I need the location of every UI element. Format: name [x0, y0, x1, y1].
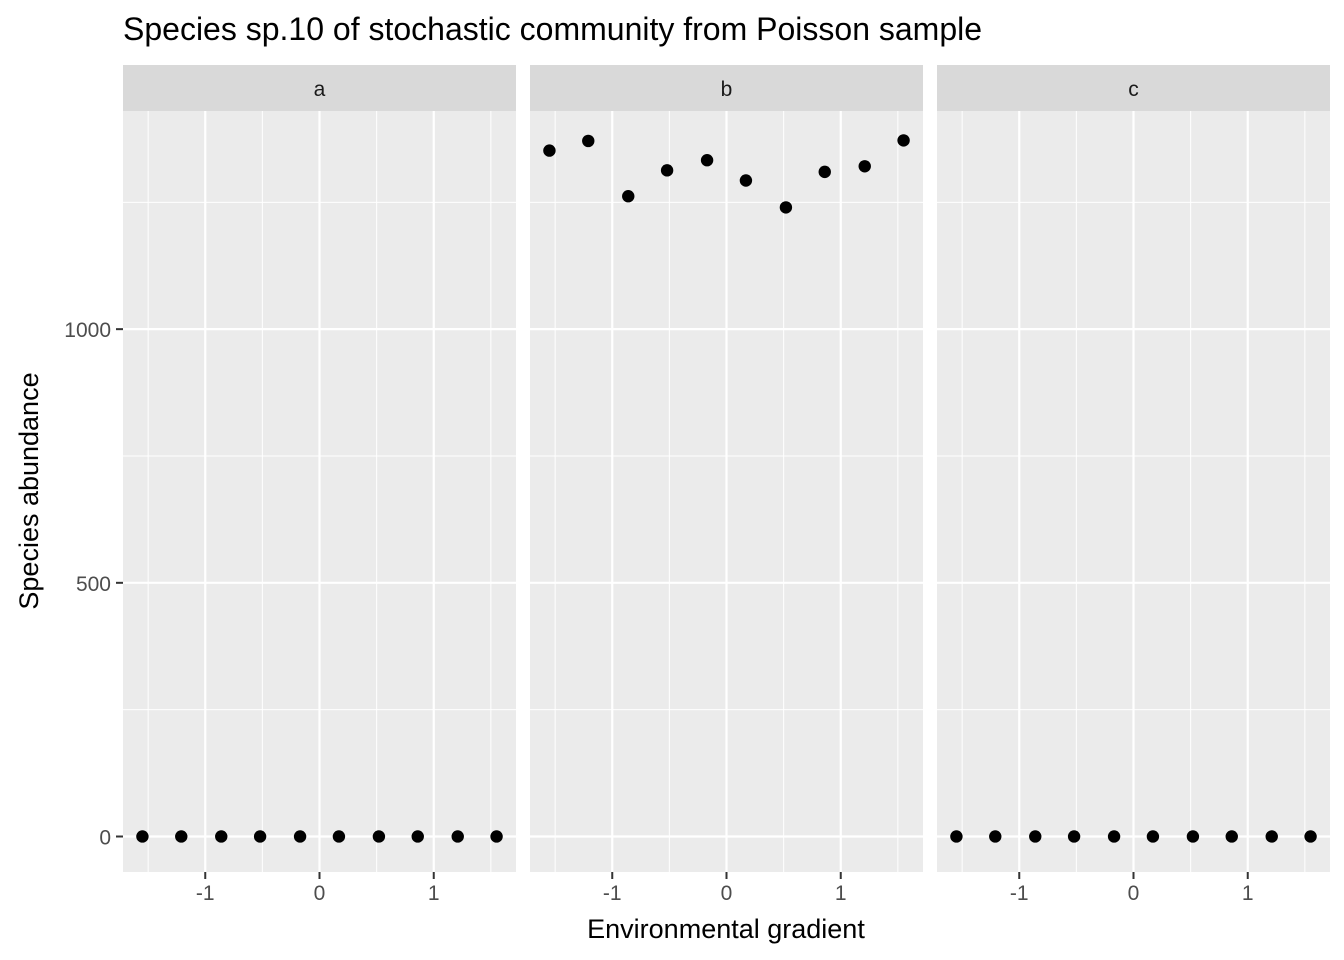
data-point	[215, 830, 228, 843]
data-point	[1265, 830, 1278, 843]
panel-b: b -1 0 1	[530, 65, 923, 905]
x-tick-label: 1	[428, 882, 440, 905]
data-point	[1225, 830, 1238, 843]
data-point	[779, 201, 793, 214]
data-point	[950, 830, 963, 843]
data-point	[660, 164, 674, 177]
data-point	[1107, 830, 1121, 843]
data-point	[332, 830, 346, 843]
x-tick-label: 1	[1242, 882, 1254, 905]
panel-a: a -1 0 1	[123, 65, 516, 905]
panels: a -1 0 1 b -1 0 1 c -1 0 1 0 500 1000	[64, 65, 1330, 905]
data-point	[372, 830, 386, 843]
data-point	[451, 830, 464, 843]
x-tick-label: 0	[314, 882, 326, 905]
x-tick-label: -1	[603, 882, 622, 905]
facet-strip-label: c	[1128, 78, 1139, 101]
x-tick-label: -1	[196, 882, 215, 905]
x-tick-label: 1	[835, 882, 847, 905]
data-point	[1029, 830, 1042, 843]
y-tick-label: 0	[99, 826, 111, 849]
x-tick-label: -1	[1010, 882, 1029, 905]
data-point	[989, 830, 1002, 843]
panel-c: c -1 0 1	[937, 65, 1330, 905]
y-axis: 0 500 1000	[64, 319, 123, 849]
data-point	[700, 154, 714, 167]
data-point	[897, 134, 910, 147]
data-point	[136, 830, 149, 843]
y-tick-label: 500	[76, 573, 111, 596]
data-point	[1186, 830, 1200, 843]
data-point	[1304, 830, 1317, 843]
data-point	[175, 830, 188, 843]
data-point	[582, 134, 595, 148]
data-point	[253, 830, 267, 843]
data-point	[818, 165, 831, 179]
facet-strip	[530, 65, 923, 111]
chart-title: Species sp.10 of stochastic community fr…	[123, 11, 982, 47]
data-point	[739, 174, 753, 187]
data-point	[293, 830, 307, 843]
data-point	[490, 830, 503, 843]
data-point	[622, 190, 635, 203]
y-axis-title: Species abundance	[14, 372, 44, 609]
data-point	[1146, 830, 1160, 843]
data-point	[543, 144, 556, 157]
facet-strip	[123, 65, 516, 111]
y-tick-label: 1000	[64, 319, 111, 342]
x-axis-title: Environmental gradient	[587, 914, 865, 944]
x-tick-label: 0	[721, 882, 733, 905]
data-point	[858, 160, 871, 173]
x-tick-label: 0	[1128, 882, 1140, 905]
data-point	[411, 830, 424, 843]
facet-strip-label: b	[721, 78, 733, 101]
data-point	[1067, 830, 1081, 843]
facet-strip-label: a	[314, 78, 326, 101]
facet-strip	[937, 65, 1330, 111]
